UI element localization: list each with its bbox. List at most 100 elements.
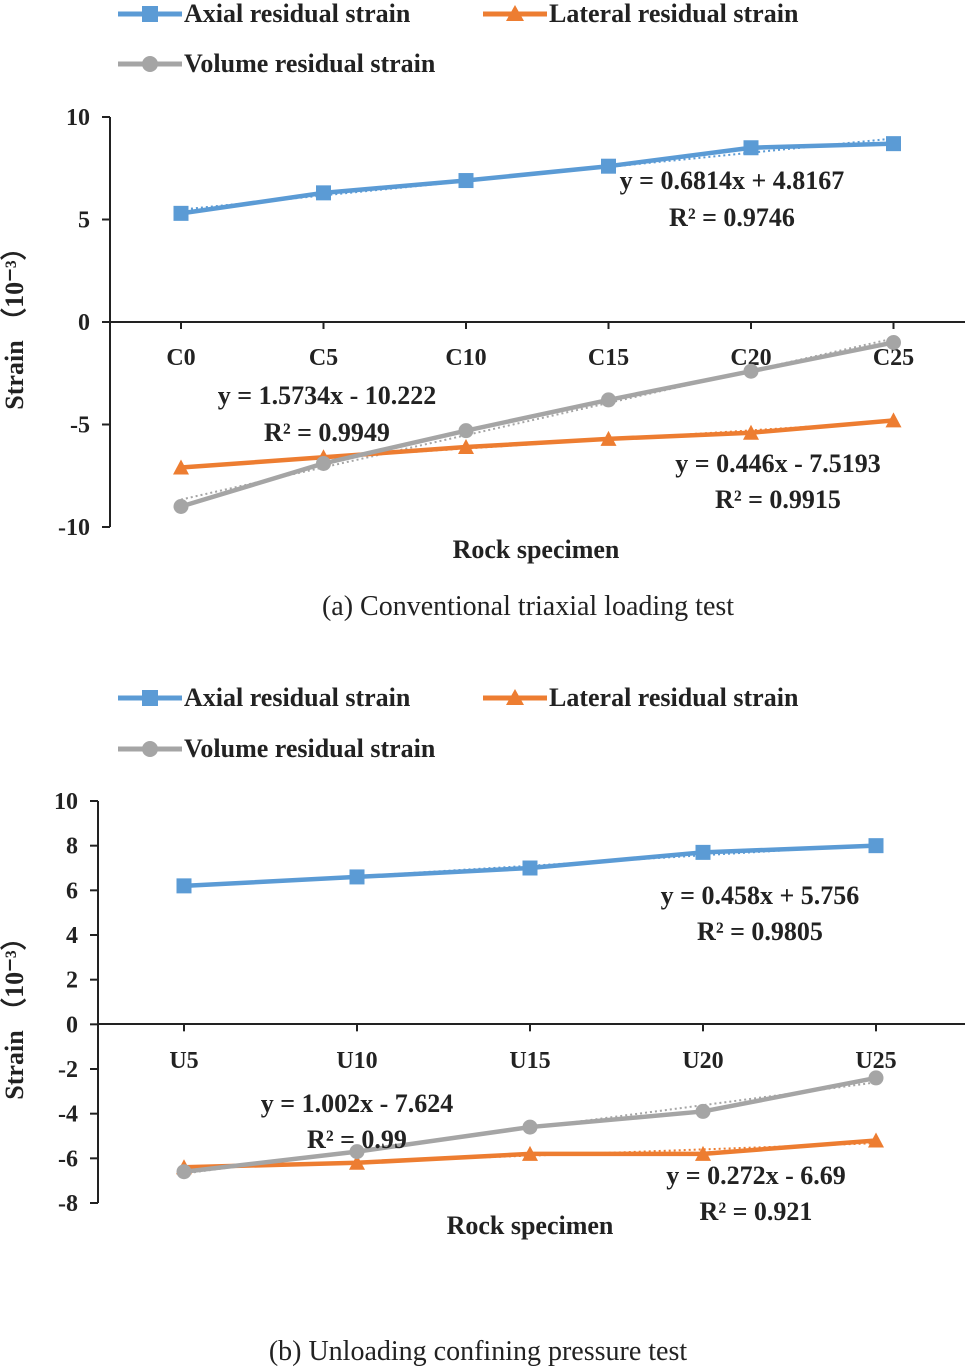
y-label-b: Strain （10⁻³）	[0, 924, 29, 1099]
x-tick-label: C15	[588, 345, 629, 371]
y-tick-label: -2	[58, 1057, 78, 1083]
data-point-triangle	[743, 424, 759, 440]
y-tick-label: 0	[66, 1012, 78, 1038]
data-point-triangle	[868, 1132, 884, 1148]
legend-b-axial-label: Axial residual strain	[184, 683, 411, 712]
x-label-a: Rock specimen	[453, 535, 620, 564]
data-point-circle	[176, 1164, 192, 1180]
y-tick-label: 4	[66, 923, 78, 949]
y-tick-label: 5	[78, 208, 90, 234]
chart-b: Axial residual strain Lateral residual s…	[0, 683, 965, 1367]
legend-a-axial: Axial residual strain	[118, 0, 411, 28]
eq-a-axial: y = 0.6814x + 4.8167	[620, 166, 845, 195]
data-point-triangle	[600, 430, 617, 446]
data-point-circle	[173, 499, 189, 514]
data-point-triangle	[695, 1145, 711, 1161]
trendline-square	[180, 137, 894, 211]
data-point-triangle	[458, 439, 474, 455]
y-ticks-a: 10 5 0 -5 -10	[58, 105, 110, 541]
series-line-circle	[180, 340, 894, 509]
caption-a: (a) Conventional triaxial loading test	[322, 591, 734, 622]
x-tick-label: C10	[445, 345, 486, 371]
legend-b-lateral-label: Lateral residual strain	[549, 683, 799, 712]
legend-b-volume: Volume residual strain	[118, 734, 436, 763]
caption-b: (b) Unloading confining pressure test	[269, 1336, 688, 1367]
eq-a-lateral: y = 0.446x - 7.5193	[675, 449, 880, 478]
series-b	[176, 838, 884, 1180]
y-label-b-main: Strain	[0, 1030, 29, 1100]
y-tick-label: 10	[66, 105, 90, 131]
legend-b: Axial residual strain Lateral residual s…	[118, 683, 799, 763]
data-point-square	[173, 205, 189, 221]
y-tick-label: -4	[58, 1102, 78, 1128]
data-point-square	[316, 185, 331, 201]
x-ticks-b: U5 U10 U15 U20 U25	[169, 1024, 897, 1074]
y-tick-label: -5	[70, 413, 90, 439]
data-point-circle	[886, 335, 901, 350]
eq-b-volume: y = 1.002x - 7.624	[261, 1089, 453, 1118]
x-tick-label: C5	[309, 345, 338, 371]
x-tick-label: U10	[336, 1048, 377, 1074]
y-tick-label: -8	[58, 1191, 78, 1217]
data-point-circle	[743, 363, 759, 379]
x-ticks-a: C0 C5 C10 C15 C20 C25	[166, 322, 914, 371]
r2-a-volume: R² = 0.9949	[264, 418, 390, 447]
r2-a-lateral: R² = 0.9915	[715, 485, 841, 514]
x-tick-label: U25	[855, 1048, 896, 1074]
data-point-triangle	[349, 1154, 365, 1170]
y-label-a: Strain （10⁻³）	[0, 234, 29, 409]
x-tick-label: C0	[166, 345, 195, 371]
data-point-square	[522, 860, 538, 876]
eq-b-lateral: y = 0.272x - 6.69	[666, 1161, 845, 1190]
y-ticks-b: 10 8 6 4 2 0 -2 -4 -6 -8	[54, 789, 98, 1217]
y-tick-label: -10	[58, 515, 90, 541]
data-point-circle	[695, 1103, 711, 1119]
r2-b-volume: R² = 0.99	[307, 1125, 407, 1154]
y-label-a-main: Strain	[0, 340, 29, 410]
legend-b-volume-label: Volume residual strain	[184, 734, 436, 763]
data-point-circle	[868, 1070, 884, 1086]
series-line-triangle	[180, 418, 894, 470]
svg-text:Strain （10⁻³）: Strain （10⁻³）	[0, 234, 29, 409]
data-point-square	[743, 140, 759, 156]
svg-text:Strain （10⁻³）: Strain （10⁻³）	[0, 924, 29, 1099]
data-point-square	[886, 136, 901, 152]
data-point-triangle	[885, 412, 902, 428]
legend-a-lateral: Lateral residual strain	[483, 0, 799, 28]
legend-b-lateral: Lateral residual strain	[483, 683, 799, 712]
series-line-square	[180, 141, 894, 216]
data-point-circle	[316, 455, 331, 471]
legend-a-volume-label: Volume residual strain	[184, 49, 436, 78]
data-point-square	[868, 838, 884, 854]
y-tick-label: 2	[66, 968, 78, 994]
eq-a-volume: y = 1.5734x - 10.222	[218, 381, 436, 410]
chart-a: Axial residual strain Lateral residual s…	[0, 0, 965, 622]
eq-b-axial: y = 0.458x + 5.756	[661, 881, 860, 910]
x-tick-label: U15	[509, 1048, 550, 1074]
y-label-a-unit: （10⁻³）	[0, 234, 29, 334]
data-point-triangle	[173, 459, 189, 475]
y-label-b-unit: （10⁻³）	[0, 924, 29, 1024]
data-point-circle	[522, 1119, 538, 1135]
legend-a-axial-label: Axial residual strain	[184, 0, 411, 28]
data-point-circle	[349, 1144, 365, 1160]
data-point-circle	[458, 423, 474, 439]
legend-a-volume: Volume residual strain	[118, 49, 436, 78]
x-label-b: Rock specimen	[447, 1211, 614, 1240]
data-point-square	[601, 158, 616, 174]
data-point-square	[349, 869, 365, 885]
y-tick-label: -6	[58, 1146, 78, 1172]
data-point-square	[458, 173, 474, 189]
legend-a: Axial residual strain Lateral residual s…	[118, 0, 799, 78]
r2-a-axial: R² = 0.9746	[669, 203, 795, 232]
r2-b-lateral: R² = 0.921	[700, 1197, 813, 1226]
x-tick-label: U5	[169, 1048, 198, 1074]
x-tick-label: U20	[682, 1048, 723, 1074]
series-a	[173, 136, 902, 514]
data-point-triangle	[522, 1145, 538, 1161]
data-point-square	[176, 878, 192, 894]
y-tick-label: 0	[78, 310, 90, 336]
y-tick-label: 6	[66, 878, 78, 904]
data-point-square	[695, 844, 711, 860]
